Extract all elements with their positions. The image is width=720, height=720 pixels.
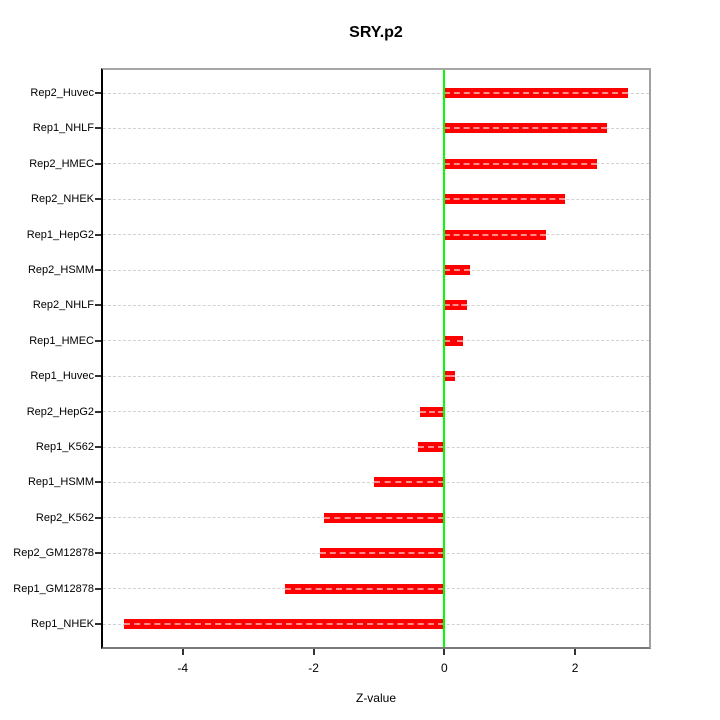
y-axis-label: Rep1_HSMM (27, 476, 94, 489)
y-axis-tick (95, 587, 101, 590)
plot-area: Rep2_Huvec Rep1_NHLF Rep2_HMEC Rep2_NHEK Rep… (13, 68, 651, 675)
bar-grid-overlay (444, 162, 598, 165)
bar-grid-overlay (444, 339, 464, 342)
y-axis-tick (95, 127, 101, 130)
bar-grid-overlay (444, 269, 470, 271)
y-axis-label: Rep2_NHLF (32, 299, 94, 312)
y-axis-tick (95, 162, 101, 165)
gridline (103, 92, 649, 94)
y-axis-tick (95, 375, 101, 378)
gridline (103, 163, 649, 165)
y-axis-tick (95, 516, 101, 519)
bar-grid-overlay (444, 233, 546, 236)
y-axis-label: Rep2_HSMM (27, 264, 94, 276)
x-axis-title: Z-value (355, 691, 396, 705)
bar-grid-overlay (444, 375, 455, 378)
gridline (103, 304, 649, 306)
bar-grid-overlay (373, 481, 445, 484)
gridline (103, 234, 649, 236)
bar-Rep1_GM12878 (285, 583, 445, 594)
gridline (103, 127, 649, 129)
x-axis-tick-label: -2 (308, 661, 319, 675)
y-axis-label: Rep1_NHEK (31, 618, 94, 630)
y-axis-label: Rep1_NHLF (32, 122, 94, 135)
y-axis-tick (95, 339, 101, 342)
y-axis-label: Rep2_HMEC (29, 157, 94, 170)
y-axis-label: Rep2_HepG2 (26, 405, 94, 418)
bar-Rep1_NHLF (444, 123, 608, 134)
x-axis-tick (312, 649, 315, 655)
y-axis-tick (95, 233, 101, 236)
x-axis-tick-label: 0 (440, 661, 448, 675)
bar-Rep1_HSMM (373, 477, 445, 488)
bar-grid-overlay (444, 304, 468, 307)
bar-grid-overlay (444, 127, 608, 130)
bar-Rep1_NHEK (123, 619, 445, 629)
y-axis-label: Rep1_HMEC (29, 334, 94, 347)
gridline (103, 446, 649, 448)
y-axis-label: Rep1_HepG2 (26, 228, 94, 241)
bar-Rep2_GM12878 (320, 548, 445, 559)
y-axis-tick (95, 446, 101, 448)
zero-reference-line (443, 70, 446, 647)
bar-Rep1_HMEC (444, 335, 464, 346)
bar-Rep2_HepG2 (420, 406, 445, 417)
y-axis-label: Rep1_GM12878 (13, 582, 94, 595)
y-axis-label: Rep1_Huvec (30, 370, 94, 383)
bar-Rep2_HMEC (444, 158, 598, 169)
gridline (103, 375, 649, 377)
bar-grid-overlay (417, 446, 445, 448)
y-axis-label: Rep2_K562 (35, 511, 94, 524)
y-axis-tick (95, 304, 101, 307)
bar-Rep2_Huvec (444, 88, 629, 98)
bar-grid-overlay (444, 198, 565, 201)
x-axis-tick (181, 649, 184, 655)
y-axis-tick (95, 481, 101, 484)
gridline (103, 269, 649, 271)
y-axis-tick (95, 269, 101, 271)
bar-grid-overlay (420, 410, 445, 413)
x-axis-tick (574, 649, 577, 655)
bar-grid-overlay (285, 587, 445, 590)
bar-Rep2_NHLF (444, 300, 468, 311)
bar-Rep2_K562 (324, 512, 445, 523)
gridline (103, 411, 649, 413)
bar-grid-overlay (324, 516, 445, 519)
bar-Rep2_HSMM (444, 265, 470, 275)
bar-Rep2_NHEK (444, 194, 565, 205)
y-axis-tick (95, 410, 101, 413)
chart-title: SRY.p2 (349, 24, 403, 41)
y-axis-tick (95, 552, 101, 555)
x-axis-tick-label: 2 (571, 661, 579, 675)
x-axis-tick (443, 649, 446, 655)
bar-grid-overlay (320, 552, 445, 555)
bar-Rep1_HepG2 (444, 229, 546, 240)
bar-grid-overlay (123, 623, 445, 625)
y-axis-label: Rep2_Huvec (30, 87, 94, 99)
y-axis-label: Rep2_NHEK (31, 193, 94, 206)
y-axis-tick (95, 92, 101, 94)
bar-Rep1_Huvec (444, 371, 455, 382)
y-axis-label: Rep1_K562 (35, 441, 94, 453)
y-axis-label: Rep2_GM12878 (13, 547, 94, 560)
bar-grid-overlay (444, 92, 629, 94)
x-axis-tick-label: -4 (177, 661, 189, 675)
y-axis-tick (95, 623, 101, 625)
bar-Rep1_K562 (417, 442, 445, 452)
gridline (103, 198, 649, 200)
gridline (103, 340, 649, 342)
y-axis-tick (95, 198, 101, 201)
